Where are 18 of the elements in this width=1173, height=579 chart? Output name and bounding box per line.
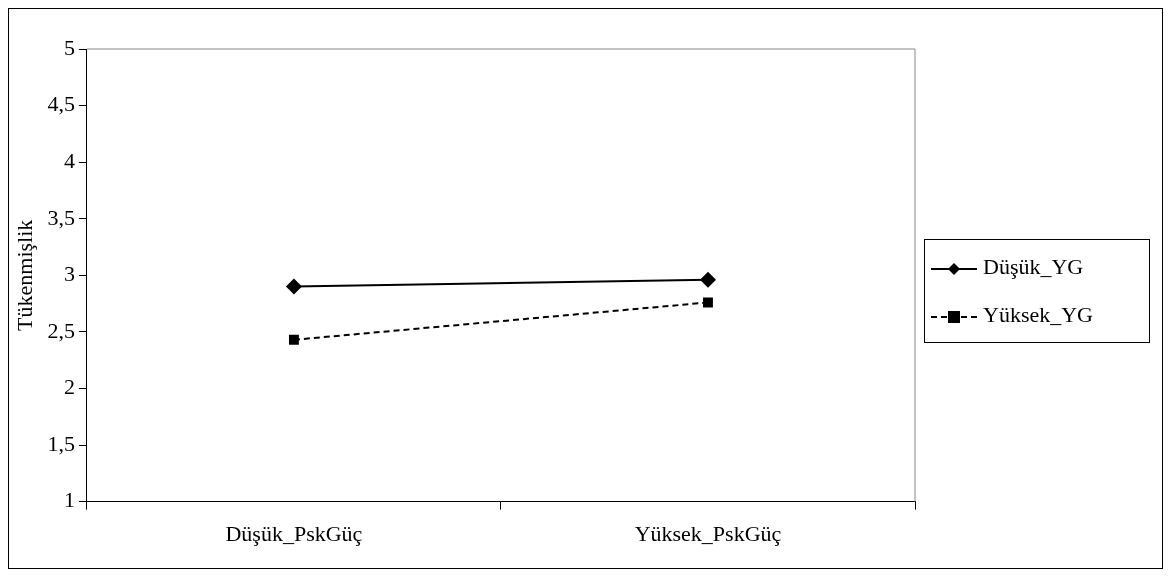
y-tick-label: 1 (63, 487, 75, 513)
y-tick-label: 1,5 (47, 430, 75, 456)
y-tick-label: 5 (63, 34, 75, 60)
legend-label: Düşük_YG (983, 254, 1084, 279)
point (288, 334, 299, 345)
y-tick-label: 3,5 (47, 204, 75, 230)
legend-label: Yüksek_YG (983, 302, 1093, 327)
x-tick-label: Yüksek_PskGüç (634, 520, 782, 546)
y-tick-label: 2 (63, 374, 75, 400)
point (285, 278, 302, 295)
y-axis-title: Tükenmişlik (11, 219, 37, 331)
y-tick-label: 4 (63, 147, 75, 173)
y-tick-label: 2,5 (47, 317, 75, 343)
point (699, 271, 716, 288)
x-tick-label: Düşük_PskGüç (225, 520, 363, 546)
point (703, 297, 713, 308)
y-tick-label: 3 (63, 261, 75, 287)
y-tick-label: 4,5 (47, 91, 75, 117)
